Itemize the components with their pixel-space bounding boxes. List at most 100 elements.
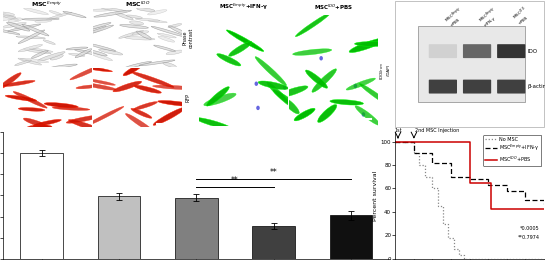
Ellipse shape: [152, 26, 186, 37]
Legend: No MSC, MSC$^{Empty}$+IFN-γ, MSC$^{IDO}$+PBS: No MSC, MSC$^{Empty}$+IFN-γ, MSC$^{IDO}$…: [483, 135, 542, 166]
Ellipse shape: [126, 15, 142, 18]
Ellipse shape: [43, 40, 56, 44]
Ellipse shape: [49, 11, 63, 16]
Ellipse shape: [131, 72, 174, 87]
Ellipse shape: [207, 87, 229, 106]
Ellipse shape: [132, 31, 149, 35]
Ellipse shape: [75, 49, 92, 58]
Ellipse shape: [86, 51, 112, 61]
Ellipse shape: [312, 69, 336, 92]
Ellipse shape: [148, 10, 167, 15]
Text: 2nd MSC Injection: 2nd MSC Injection: [415, 128, 459, 133]
Ellipse shape: [204, 93, 236, 106]
Ellipse shape: [1, 23, 26, 28]
Ellipse shape: [66, 47, 88, 50]
Ellipse shape: [282, 98, 299, 114]
Ellipse shape: [136, 31, 152, 39]
Ellipse shape: [158, 36, 174, 42]
Bar: [252, 226, 295, 259]
Ellipse shape: [113, 81, 142, 92]
Ellipse shape: [158, 101, 197, 107]
Text: **: **: [231, 176, 239, 185]
Ellipse shape: [87, 23, 111, 30]
Ellipse shape: [305, 70, 328, 88]
Ellipse shape: [63, 11, 86, 18]
Text: *0.0005: *0.0005: [520, 226, 540, 231]
Ellipse shape: [16, 36, 45, 39]
Ellipse shape: [8, 18, 22, 22]
Ellipse shape: [359, 83, 394, 108]
Ellipse shape: [33, 119, 61, 126]
Ellipse shape: [256, 106, 260, 110]
Text: MSC$^{Empty}$
+IFN-γ: MSC$^{Empty}$ +IFN-γ: [477, 4, 501, 28]
Text: **: **: [270, 168, 277, 177]
Ellipse shape: [120, 24, 148, 28]
Ellipse shape: [148, 20, 167, 23]
Ellipse shape: [135, 18, 160, 21]
FancyBboxPatch shape: [429, 44, 457, 58]
Ellipse shape: [0, 28, 20, 35]
Ellipse shape: [129, 21, 144, 25]
Ellipse shape: [168, 26, 192, 37]
Ellipse shape: [115, 13, 133, 20]
Ellipse shape: [166, 50, 183, 55]
Bar: [175, 198, 217, 259]
Ellipse shape: [125, 37, 155, 40]
Ellipse shape: [277, 86, 308, 98]
Ellipse shape: [195, 118, 232, 129]
Ellipse shape: [99, 49, 123, 55]
Ellipse shape: [318, 105, 337, 122]
Text: IDO$_{Green}$
/DAPI: IDO$_{Green}$ /DAPI: [379, 61, 391, 80]
Ellipse shape: [293, 49, 332, 55]
Ellipse shape: [81, 83, 117, 90]
Ellipse shape: [255, 57, 287, 86]
Y-axis label: Percent survival: Percent survival: [373, 170, 378, 220]
Ellipse shape: [66, 115, 101, 123]
Ellipse shape: [354, 42, 391, 47]
Ellipse shape: [21, 58, 49, 63]
Text: β-actin: β-actin: [528, 84, 545, 89]
FancyBboxPatch shape: [463, 44, 491, 58]
Ellipse shape: [38, 52, 65, 61]
Ellipse shape: [22, 18, 59, 20]
Ellipse shape: [46, 12, 72, 20]
Ellipse shape: [90, 9, 112, 11]
Text: MSC$^{Empty}$+IFN-γ: MSC$^{Empty}$+IFN-γ: [219, 2, 268, 12]
Ellipse shape: [88, 79, 116, 85]
Ellipse shape: [283, 85, 287, 90]
Ellipse shape: [131, 108, 152, 118]
Ellipse shape: [13, 92, 47, 108]
Text: MSC$^{IDO}$+PBS: MSC$^{IDO}$+PBS: [314, 3, 353, 12]
Ellipse shape: [23, 118, 50, 128]
Bar: [20, 153, 63, 259]
Text: 1st: 1st: [394, 128, 402, 133]
Ellipse shape: [362, 112, 365, 117]
Ellipse shape: [255, 81, 258, 86]
Ellipse shape: [267, 82, 292, 107]
Ellipse shape: [139, 60, 175, 66]
Text: RFP: RFP: [186, 93, 191, 102]
Text: Phase
contrast: Phase contrast: [183, 28, 194, 48]
Ellipse shape: [134, 102, 158, 110]
Ellipse shape: [49, 64, 77, 69]
Ellipse shape: [35, 20, 52, 23]
Ellipse shape: [94, 10, 131, 17]
Ellipse shape: [119, 30, 143, 38]
Ellipse shape: [294, 108, 315, 121]
FancyBboxPatch shape: [497, 80, 525, 94]
Text: MSC$^{Empty}$
+PBS: MSC$^{Empty}$ +PBS: [443, 4, 468, 28]
Text: MSC$^{Empty}$: MSC$^{Empty}$: [32, 0, 63, 9]
Ellipse shape: [217, 54, 241, 66]
Ellipse shape: [229, 41, 252, 56]
Ellipse shape: [15, 60, 32, 66]
Ellipse shape: [88, 50, 107, 56]
Ellipse shape: [19, 108, 45, 111]
Ellipse shape: [69, 120, 102, 132]
Text: MSC$^{IDO}$: MSC$^{IDO}$: [125, 0, 150, 9]
Ellipse shape: [81, 26, 106, 36]
Ellipse shape: [32, 50, 49, 58]
Ellipse shape: [330, 100, 364, 105]
Ellipse shape: [8, 24, 41, 31]
Ellipse shape: [354, 84, 357, 88]
Ellipse shape: [346, 78, 376, 90]
